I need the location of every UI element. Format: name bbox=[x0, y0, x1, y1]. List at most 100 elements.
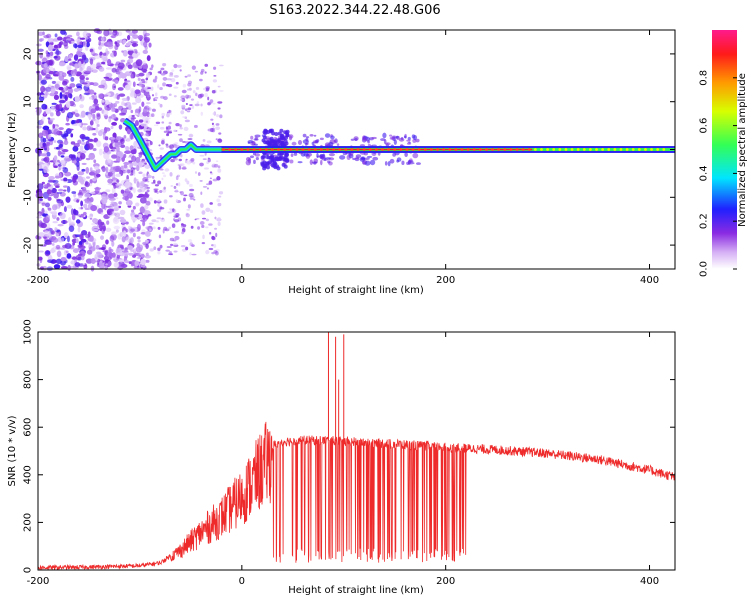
noise-speck bbox=[173, 231, 180, 234]
noise-speck bbox=[76, 50, 82, 57]
noise-speck bbox=[389, 134, 393, 137]
noise-speck bbox=[167, 125, 171, 130]
noise-speck bbox=[179, 124, 182, 128]
noise-speck bbox=[92, 132, 97, 136]
noise-speck bbox=[363, 157, 370, 161]
noise-speck bbox=[81, 230, 88, 236]
noise-speck bbox=[35, 60, 42, 66]
noise-speck bbox=[105, 72, 113, 78]
noise-speck bbox=[62, 219, 66, 225]
noise-speck bbox=[168, 226, 172, 230]
noise-speck bbox=[37, 256, 43, 261]
noise-speck bbox=[42, 142, 46, 147]
noise-speck bbox=[123, 230, 127, 237]
noise-speck bbox=[197, 172, 201, 177]
noise-speck bbox=[181, 167, 187, 170]
trace-dot bbox=[662, 148, 666, 151]
noise-speck bbox=[75, 161, 80, 168]
snr-plot: -200 0 200 400 0 200 400 600 800 1000 Height of … bbox=[7, 319, 676, 596]
noise-speck bbox=[40, 94, 44, 97]
noise-speck bbox=[113, 262, 120, 268]
noise-speck bbox=[114, 79, 119, 84]
noise-speck bbox=[75, 219, 81, 224]
noise-speck bbox=[124, 80, 128, 83]
noise-speck bbox=[127, 34, 131, 41]
noise-speck bbox=[142, 220, 146, 227]
noise-speck bbox=[105, 166, 109, 173]
noise-speck bbox=[38, 162, 45, 165]
noise-speck bbox=[161, 140, 165, 145]
noise-speck bbox=[97, 93, 104, 99]
noise-speck bbox=[180, 153, 183, 158]
trace-dot bbox=[503, 148, 507, 151]
noise-speck bbox=[253, 143, 258, 146]
noise-speck bbox=[103, 109, 109, 116]
noise-speck bbox=[70, 208, 74, 216]
noise-speck bbox=[111, 252, 116, 258]
noise-speck bbox=[46, 53, 51, 58]
noise-speck bbox=[165, 126, 169, 130]
trace-dot bbox=[472, 148, 476, 151]
noise-speck bbox=[153, 124, 159, 127]
noise-speck bbox=[113, 216, 118, 222]
noise-speck bbox=[254, 153, 260, 157]
noise-speck bbox=[77, 246, 82, 251]
noise-speck bbox=[396, 157, 402, 162]
noise-speck bbox=[209, 177, 212, 180]
noise-speck bbox=[134, 112, 139, 116]
trace-dot bbox=[417, 148, 421, 151]
noise-speck bbox=[109, 203, 115, 208]
noise-speck bbox=[217, 165, 221, 169]
noise-speck bbox=[116, 40, 120, 44]
noise-speck bbox=[65, 91, 70, 95]
noise-speck bbox=[212, 178, 218, 182]
noise-speck bbox=[200, 191, 203, 195]
noise-speck bbox=[149, 67, 153, 71]
noise-speck bbox=[77, 44, 84, 48]
noise-speck bbox=[59, 91, 63, 99]
noise-speck bbox=[143, 41, 148, 48]
noise-speck bbox=[217, 168, 222, 173]
noise-speck bbox=[102, 52, 107, 56]
noise-speck bbox=[90, 170, 97, 176]
noise-speck bbox=[219, 114, 223, 119]
noise-speck bbox=[100, 235, 105, 240]
noise-speck bbox=[137, 252, 143, 259]
noise-speck bbox=[283, 139, 288, 144]
noise-speck bbox=[130, 73, 134, 79]
noise-speck bbox=[63, 177, 68, 182]
noise-speck bbox=[137, 189, 143, 193]
noise-speck bbox=[36, 216, 43, 219]
noise-speck bbox=[110, 201, 115, 205]
noise-speck bbox=[44, 184, 52, 188]
noise-speck bbox=[217, 221, 221, 226]
noise-speck bbox=[324, 133, 331, 138]
noise-speck bbox=[93, 92, 97, 95]
noise-speck bbox=[81, 186, 87, 192]
noise-speck bbox=[151, 64, 154, 69]
noise-speck bbox=[124, 170, 128, 173]
noise-speck bbox=[129, 92, 137, 98]
noise-speck bbox=[253, 138, 259, 141]
noise-speck bbox=[141, 68, 148, 73]
noise-speck bbox=[82, 40, 88, 47]
noise-speck bbox=[85, 242, 92, 245]
noise-speck bbox=[47, 44, 53, 52]
noise-speck bbox=[63, 185, 68, 188]
noise-speck bbox=[98, 66, 105, 72]
noise-speck bbox=[127, 245, 134, 251]
noise-speck bbox=[120, 72, 127, 79]
noise-speck bbox=[41, 207, 45, 215]
noise-speck bbox=[134, 120, 139, 127]
noise-speck bbox=[135, 156, 141, 163]
noise-speck bbox=[84, 136, 90, 140]
noise-speck bbox=[68, 128, 74, 131]
colorbar-gradient bbox=[712, 30, 737, 269]
noise-speck bbox=[82, 82, 88, 85]
noise-speck bbox=[101, 165, 106, 173]
noise-speck bbox=[159, 244, 163, 249]
noise-speck bbox=[89, 127, 94, 131]
noise-speck bbox=[212, 79, 218, 83]
noise-speck bbox=[89, 58, 94, 65]
noise-speck bbox=[60, 159, 66, 165]
